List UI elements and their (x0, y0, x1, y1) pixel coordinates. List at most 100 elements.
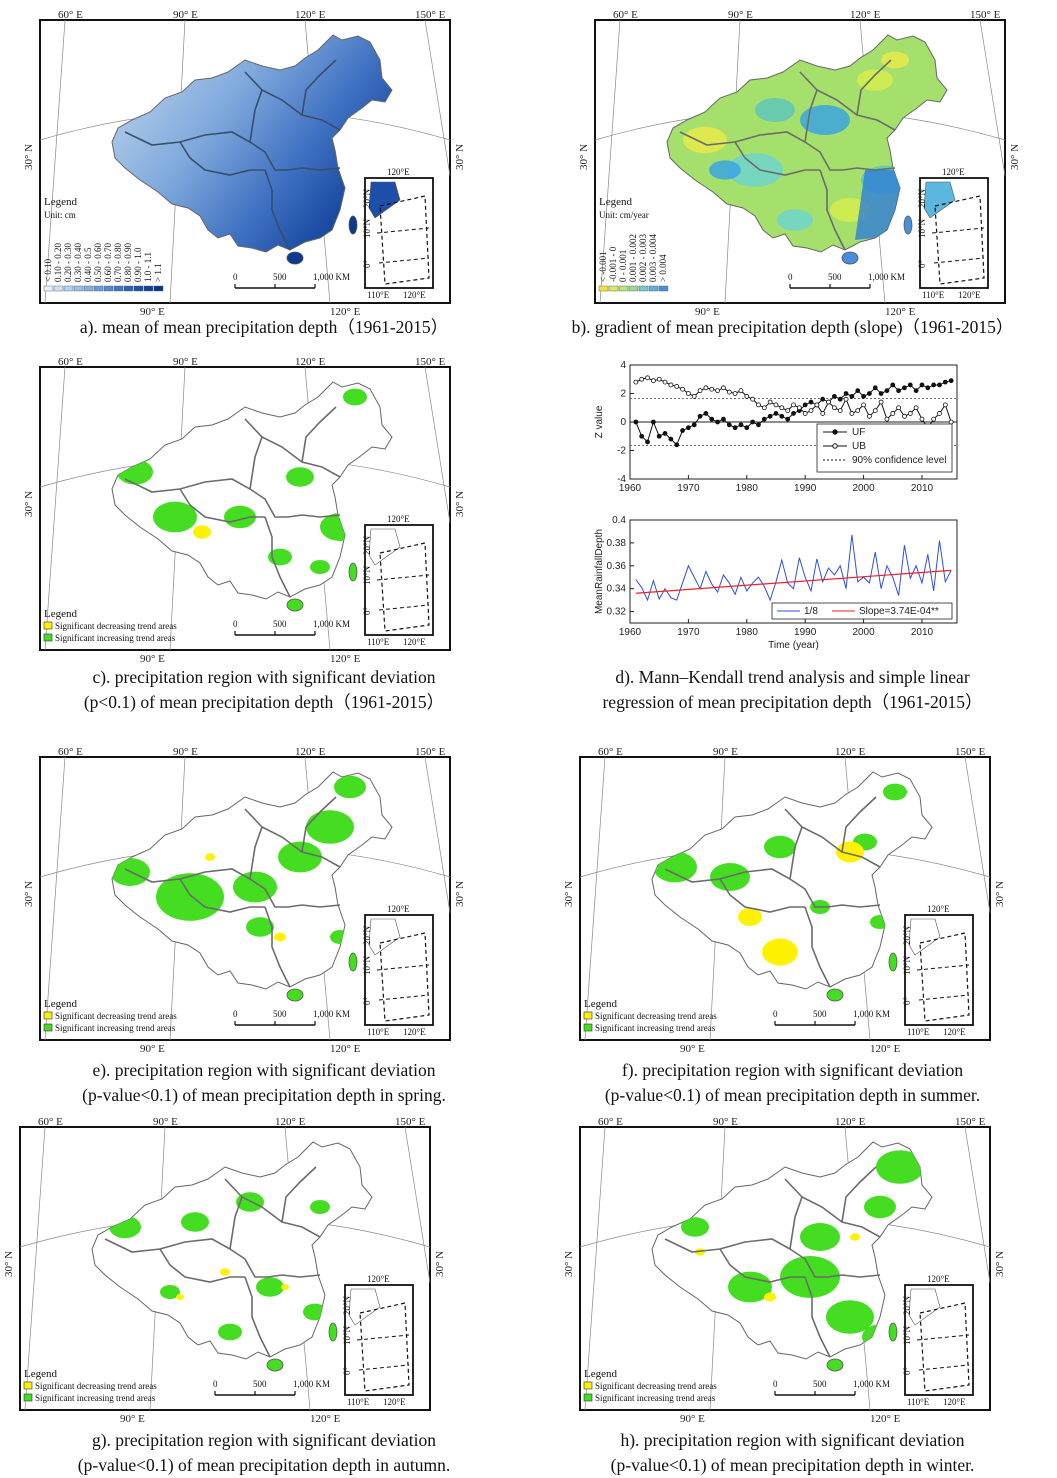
point-UF (942, 379, 948, 385)
point-UB (697, 388, 703, 394)
legend-label: Slope=3.74E-04** (859, 606, 939, 617)
scale-label: 1,000 KM (313, 1009, 350, 1019)
legend-class: 0.30 - 0.40 (73, 243, 83, 282)
legend-class: > 1.1 (153, 263, 163, 282)
scale-bar: 0 500 1,000 KM (233, 1009, 350, 1026)
point-UF (726, 422, 732, 428)
point-UB (913, 405, 919, 411)
legend-entry: Significant decreasing trend areas (55, 621, 177, 631)
left-tick-label: 30° N (563, 881, 575, 907)
left-tick-label: 30° N (23, 144, 35, 170)
inset-lat-label: 0° (902, 1367, 912, 1376)
inset-lat-label: 20°N (902, 1295, 912, 1315)
top-tick-label: 120° E (835, 1116, 866, 1128)
legend-class: 0.001 - 0.002 (628, 234, 638, 282)
legend-class: -0.001 - 0 (608, 246, 618, 282)
left-tick-label: 30° N (23, 491, 35, 517)
bottom-tick-label: 120° E (870, 1043, 901, 1055)
bottom-tick-label: 120° E (330, 306, 361, 318)
inset-lat-label: 10°N (362, 565, 372, 585)
point-UF (744, 425, 750, 431)
point-UF (633, 419, 639, 425)
y-tick-label: 2 (620, 389, 626, 400)
point-UF (685, 425, 691, 431)
point-UB (843, 396, 849, 402)
inset-map: 120°E 20°N 10°N 0° 110°E 120°E (902, 904, 974, 1037)
map-panel-h: 120°E 20°N 10°N 0° 110°E 120°E 0 500 1,000 KM Leg… (560, 1115, 1030, 1425)
caption-line: f). precipitation region with significan… (621, 1060, 964, 1080)
x-tick-label: 1970 (677, 483, 700, 494)
legend-class: 0.80 - 0.90 (123, 243, 133, 282)
left-tick-label: 30° N (578, 144, 590, 170)
point-UB (808, 408, 814, 413)
point-UB (645, 375, 650, 381)
map-panel-g: 120°E 20°N 10°N 0° 110°E 120°E 0 500 1,000 KM Leg… (0, 1115, 470, 1425)
top-tick-label: 90° E (173, 9, 198, 21)
inset-top-label: 120°E (927, 1274, 950, 1284)
china-outline (651, 771, 933, 1002)
inset-lat-label: 10°N (342, 1325, 352, 1345)
point-UB (691, 393, 697, 399)
map-a: 120°E 20°N 10°N 0° 110°E 120°E 0 500 1,000 KM Leg… (23, 9, 466, 318)
top-tick-label: 90° E (713, 746, 738, 758)
svg-text:Legend: Legend (584, 998, 617, 1010)
point-UB (896, 405, 902, 411)
bottom-tick-label: 90° E (140, 306, 165, 318)
legend-entry: Significant increasing trend areas (595, 1393, 716, 1403)
inset-lat-label: 0° (342, 1367, 352, 1376)
point-UF (925, 385, 931, 391)
legend-class: 0.70 - 0.80 (113, 243, 123, 282)
scale-label: 500 (273, 619, 287, 629)
legend-label: UF (852, 427, 865, 438)
inset-lon-label: 120°E (958, 290, 981, 300)
inset-lon-label: 120°E (403, 637, 426, 647)
x-tick-label: 1980 (736, 483, 759, 494)
point-UB (721, 385, 726, 391)
point-UF (937, 382, 942, 388)
point-UF (861, 393, 866, 399)
scale-label: 0 (233, 1009, 238, 1019)
x-tick-label: 1970 (677, 627, 700, 638)
bottom-tick-label: 90° E (680, 1413, 705, 1425)
caption-d: d). Mann–Kendall trend analysis and simp… (528, 665, 1057, 715)
legend-class: 0.50 - 0.60 (93, 243, 103, 282)
inset-lon-label: 110°E (347, 1397, 370, 1407)
x-tick-label: 1990 (794, 627, 817, 638)
point-UB (779, 405, 785, 411)
top-tick-label: 90° E (173, 356, 198, 368)
point-UB (744, 393, 750, 399)
point-UF (907, 382, 913, 388)
point-UF (890, 382, 896, 388)
point-UF (919, 382, 925, 388)
y-tick-label: 0.34 (607, 584, 627, 595)
top-tick-label: 60° E (598, 746, 623, 758)
bottom-tick-label: 120° E (330, 1043, 361, 1055)
inset-lon-label: 110°E (907, 1027, 930, 1037)
point-UB (726, 389, 732, 395)
inset-lat-label: 20°N (362, 188, 372, 208)
top-tick-label: 120° E (835, 746, 866, 758)
point-UF (896, 388, 902, 394)
svg-text:Legend: Legend (44, 608, 77, 620)
x-tick-label: 2010 (911, 627, 934, 638)
chart-d-reg: 0.32 0.34 0.36 0.38 0.4 1960 1970 1980 1990 2000 2… (594, 515, 958, 651)
map-panel-e: 120°E 20°N 10°N 0° 110°E 120°E 0 500 1,000 KM Leg… (20, 745, 490, 1055)
inset-top-label: 120°E (942, 167, 965, 177)
point-UB (709, 386, 715, 392)
point-UB (685, 391, 691, 396)
scale-label: 500 (273, 272, 287, 282)
top-tick-label: 90° E (173, 746, 198, 758)
point-UB (907, 411, 913, 416)
point-UB (715, 388, 720, 394)
point-UB (820, 411, 826, 416)
top-tick-label: 60° E (58, 746, 83, 758)
y-tick-label: -2 (617, 446, 626, 457)
inset-lat-label: 0° (362, 607, 372, 616)
bottom-tick-label: 90° E (120, 1413, 145, 1425)
chart-legend: 1/8 Slope=3.74E-04** (771, 602, 953, 620)
inset-map: 120°E 20°N 10°N 0° 110°E 120°E (362, 167, 434, 300)
bottom-tick-label: 120° E (885, 306, 916, 318)
